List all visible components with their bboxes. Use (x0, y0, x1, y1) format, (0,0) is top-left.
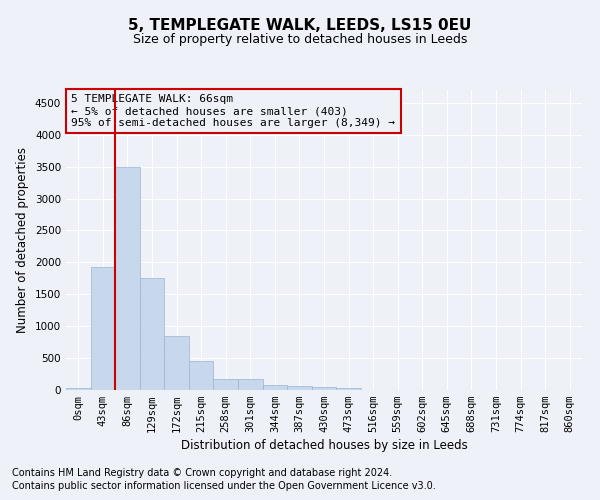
Bar (91, 268, 115, 390)
Y-axis label: Number of detached properties: Number of detached properties (16, 147, 29, 333)
Bar (140, 278, 164, 390)
Bar (287, 386, 312, 390)
Bar (263, 384, 287, 390)
Bar (66, 388, 91, 390)
Bar (336, 388, 361, 390)
Bar (238, 379, 263, 390)
Text: 5, TEMPLEGATE WALK, LEEDS, LS15 0EU: 5, TEMPLEGATE WALK, LEEDS, LS15 0EU (128, 18, 472, 32)
Bar (214, 379, 238, 390)
Text: Size of property relative to detached houses in Leeds: Size of property relative to detached ho… (133, 32, 467, 46)
X-axis label: Distribution of detached houses by size in Leeds: Distribution of detached houses by size … (181, 440, 467, 452)
Text: Contains public sector information licensed under the Open Government Licence v3: Contains public sector information licen… (12, 481, 436, 491)
Bar (164, 336, 189, 390)
Text: 5 TEMPLEGATE WALK: 66sqm
← 5% of detached houses are smaller (403)
95% of semi-d: 5 TEMPLEGATE WALK: 66sqm ← 5% of detache… (71, 94, 395, 128)
Text: Contains HM Land Registry data © Crown copyright and database right 2024.: Contains HM Land Registry data © Crown c… (12, 468, 392, 477)
Bar (115, 167, 140, 390)
Bar (189, 362, 214, 390)
Bar (312, 388, 336, 390)
